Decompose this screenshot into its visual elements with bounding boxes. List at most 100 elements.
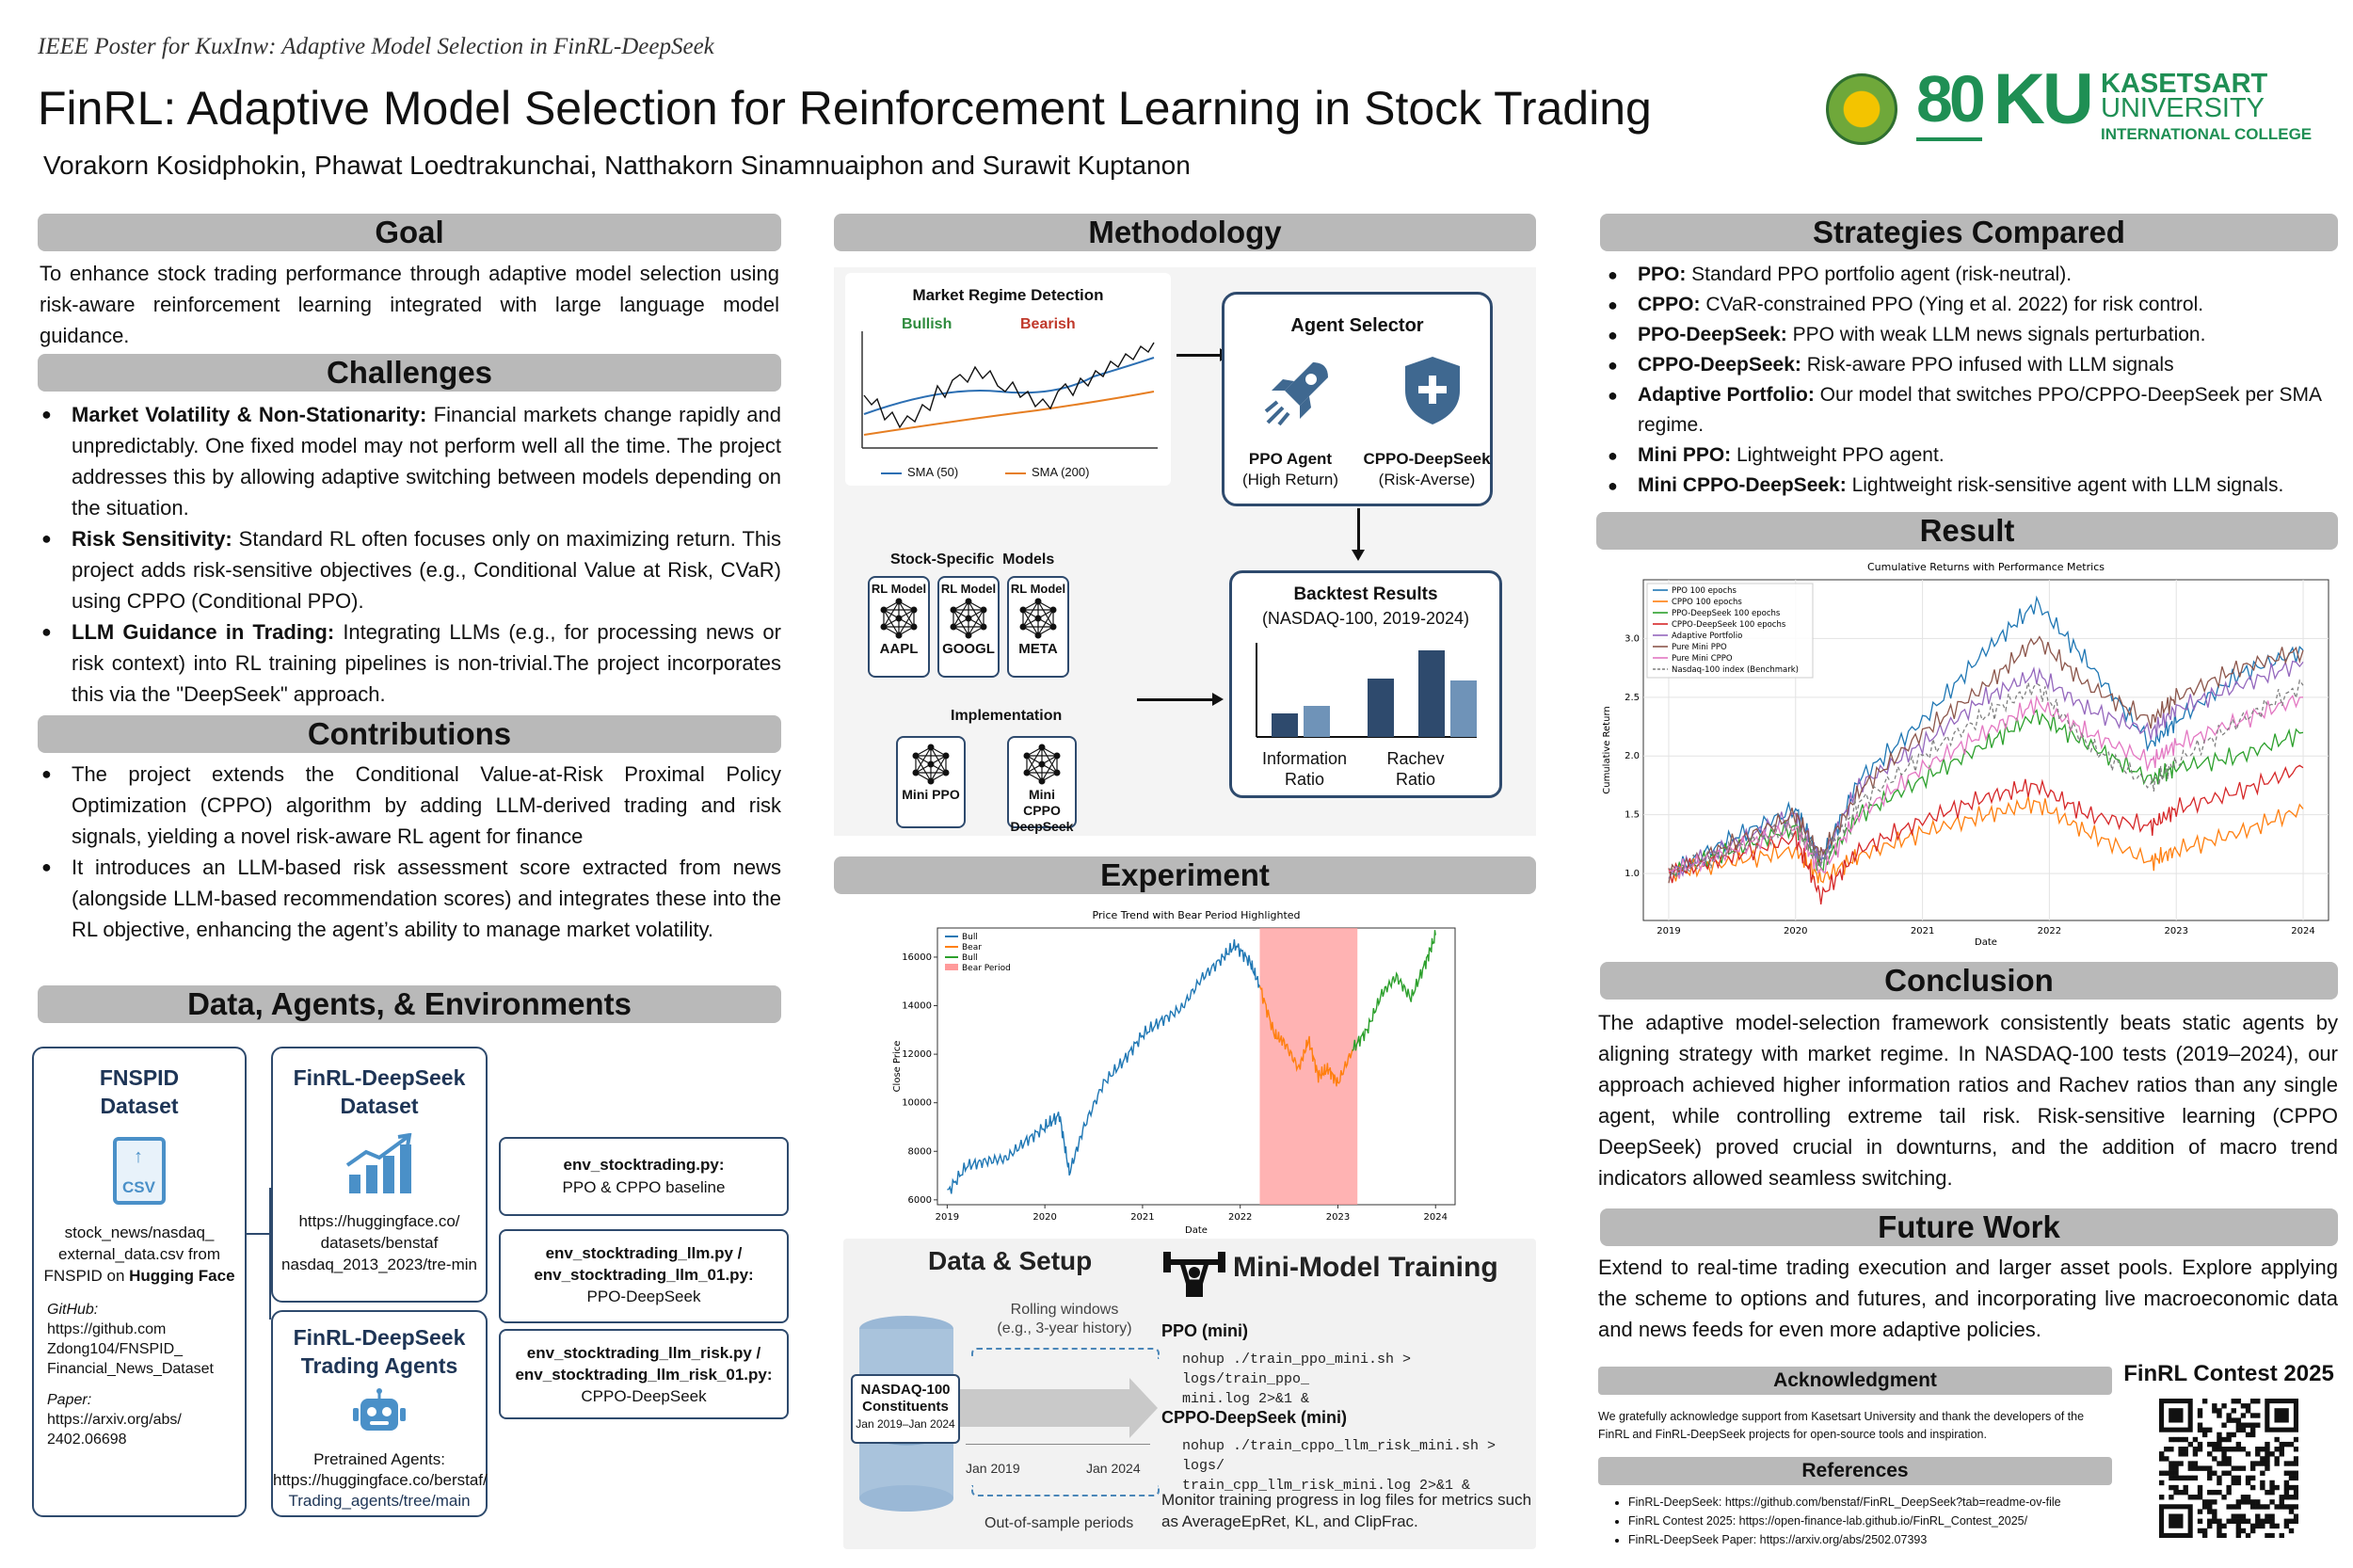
qr-module (2283, 1441, 2290, 1448)
connector-line-vertical (269, 1188, 271, 1320)
qr-module (2231, 1447, 2236, 1452)
cppo-agent-label: CPPO-DeepSeek (Risk-Averse) (1360, 449, 1494, 490)
x-tick-label: 2022 (1228, 1212, 1252, 1223)
qr-module (2240, 1447, 2247, 1452)
legend-label: CPPO-DeepSeek 100 epochs (1672, 620, 1786, 630)
qr-module (2217, 1432, 2222, 1438)
rolling-2: (e.g., 3-year history) (997, 1320, 1132, 1336)
github-link-2[interactable]: Zdong104/FNSPID_ (47, 1341, 184, 1357)
qr-module (2221, 1470, 2227, 1476)
nasdaq-1: NASDAQ-100 (860, 1382, 951, 1398)
strategy-item: CPPO: CVaR-constrained PPO (Ying et al. … (1604, 290, 2338, 320)
qr-module (2207, 1475, 2213, 1481)
network-edge (915, 746, 932, 774)
qr-module (2197, 1427, 2203, 1433)
methodology-diagram: Market Regime Detection Bullish Bearish … (834, 267, 1536, 836)
qr-module (2169, 1470, 2174, 1476)
qr-module (2221, 1523, 2227, 1529)
qr-module (2201, 1528, 2208, 1534)
fta-link-1[interactable]: https://huggingface.co/berstaf/ (273, 1471, 488, 1489)
network-edge (1041, 755, 1058, 782)
qr-module (2279, 1499, 2284, 1505)
info-ratio-label: Information Ratio (1253, 748, 1356, 790)
challenge-bold: Market Volatility & Non-Stationarity: (72, 403, 427, 426)
qr-module (2192, 1451, 2199, 1457)
qr-module (2221, 1456, 2227, 1462)
acknowledgment-text: We gratefully acknowledge support from K… (1598, 1410, 2085, 1441)
network-node (927, 777, 935, 785)
robot-icon (353, 1388, 406, 1431)
qr-module (2201, 1399, 2208, 1404)
github-link-3[interactable]: Financial_News_Dataset (47, 1361, 214, 1377)
contribution-item: It introduces an LLM-based risk assessme… (38, 852, 781, 945)
qr-module (2197, 1489, 2203, 1496)
qr-module (2245, 1480, 2251, 1486)
poster-authors: Vorakorn Kosidphokin, Phawat Loedtrakunc… (43, 151, 1191, 180)
qr-module (2197, 1518, 2203, 1524)
cppo-cmd-1: nohup ./train_cppo_llm_risk_mini.sh > lo… (1182, 1438, 1497, 1474)
paper-link-1[interactable]: https://arxiv.org/abs/ (47, 1412, 182, 1428)
network-edge (968, 609, 984, 636)
network-node (1023, 769, 1031, 776)
hugging-face-label: Hugging Face (129, 1267, 235, 1285)
fdd-link-3[interactable]: nasdaq_2013_2023/tre-min (281, 1256, 477, 1273)
ppo-cmd-2: mini.log 2>&1 & (1182, 1391, 1310, 1407)
strategy-desc: CVaR-constrained PPO (Ying et al. 2022) … (1700, 294, 2204, 315)
qr-module (2212, 1513, 2217, 1519)
qr-module (2269, 1532, 2275, 1538)
qr-module (2226, 1417, 2232, 1423)
reference-item[interactable]: FinRL-DeepSeek: https://github.com/benst… (1628, 1493, 2137, 1512)
references-heading: References (1598, 1457, 2112, 1485)
network-node (895, 632, 903, 639)
rolling-label: Rolling windows (e.g., 3-year history) (984, 1301, 1144, 1338)
challenge-bold: Risk Sensitivity: (72, 527, 232, 551)
qr-module (2245, 1408, 2251, 1414)
stock-model-box: RL Model GOOGL (937, 576, 1000, 678)
paper-link-2[interactable]: 2402.06698 (47, 1432, 127, 1448)
qr-module (2207, 1504, 2213, 1510)
qr-module (2197, 1528, 2203, 1534)
y-tick-label: 3.0 (1625, 633, 1640, 644)
neural-network-icon (912, 744, 950, 785)
arrow-models-to-backtest (1137, 698, 1218, 701)
qr-module (2288, 1518, 2295, 1524)
qr-module (2231, 1480, 2236, 1486)
finrl-dataset-card: FinRL-DeepSeek Dataset https://huggingfa… (271, 1047, 488, 1303)
env-llm-risk-box: env_stocktrading_llm_risk.py / env_stock… (499, 1329, 789, 1419)
fta-link-2[interactable]: Trading_agents/tree/main (288, 1492, 471, 1510)
qr-module (2207, 1465, 2213, 1471)
mini-model-box: Mini CPPO DeepSeek (1007, 736, 1077, 834)
x-tick-label: 2024 (1424, 1212, 1448, 1223)
qr-module (2183, 1475, 2188, 1481)
strategies-heading: Strategies Compared (1600, 214, 2338, 251)
qr-module (2217, 1518, 2222, 1524)
strategy-desc: Lightweight risk-sensitive agent with LL… (1846, 474, 2284, 496)
fdd-link-2[interactable]: datasets/benstaf (320, 1234, 439, 1252)
reference-item[interactable]: FinRL-DeepSeek Paper: https://arxiv.org/… (1628, 1530, 2137, 1549)
qr-module (2293, 1513, 2298, 1519)
qr-module (2217, 1528, 2222, 1534)
future-work-text: Extend to real-time trading execution an… (1598, 1256, 2338, 1341)
fdd-link-1[interactable]: https://huggingface.co/ (298, 1212, 460, 1230)
qr-module (2207, 1518, 2213, 1524)
regime-title: Market Regime Detection (912, 286, 1104, 304)
network-node (965, 632, 972, 639)
github-link-1[interactable]: https://github.com (47, 1321, 167, 1337)
qr-module (2288, 1461, 2295, 1466)
reference-item[interactable]: FinRL Contest 2025: https://open-finance… (1628, 1512, 2137, 1530)
goal-heading: Goal (38, 214, 781, 251)
qr-module (2183, 1447, 2188, 1452)
qr-module (2183, 1451, 2188, 1457)
qr-module (2249, 1461, 2256, 1466)
qr-module (2173, 1489, 2179, 1496)
network-node (1053, 752, 1061, 760)
github-label: GitHub: (47, 1302, 99, 1318)
env2-desc: PPO-DeepSeek (586, 1288, 701, 1305)
qr-code[interactable] (2159, 1399, 2298, 1538)
qr-module (2260, 1447, 2265, 1452)
qr-finder (2169, 1513, 2184, 1528)
qr-module (2265, 1461, 2270, 1466)
qr-module (2245, 1495, 2251, 1500)
regime-price-chart (861, 331, 1158, 449)
qr-module (2164, 1447, 2169, 1452)
